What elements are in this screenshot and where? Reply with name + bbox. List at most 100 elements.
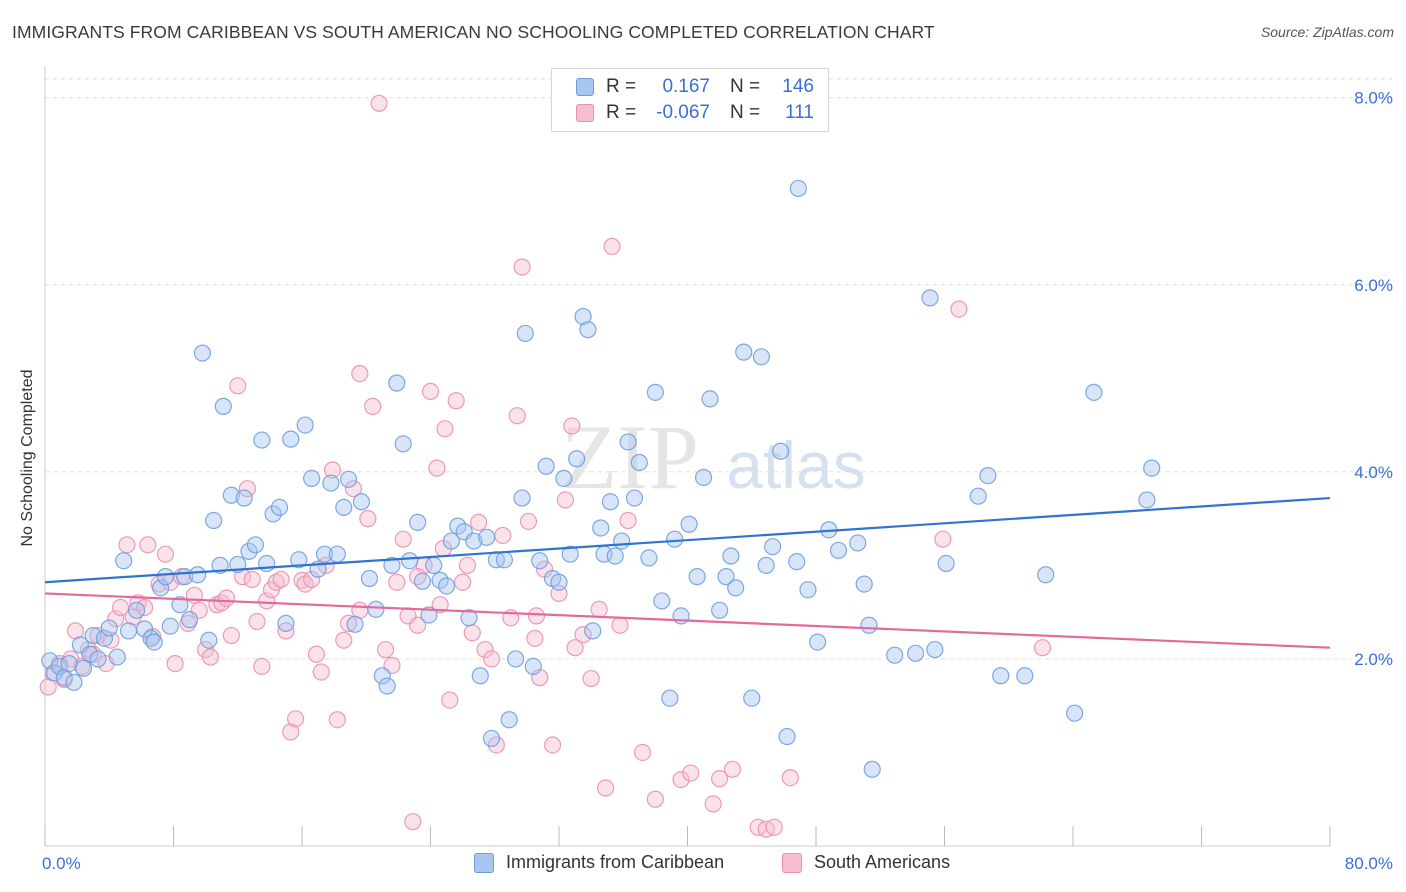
south-american-point (267, 573, 285, 591)
caribbean-point (969, 487, 987, 505)
south-american-point (431, 596, 449, 614)
caribbean-point (743, 689, 761, 707)
caribbean-point (500, 711, 518, 729)
legend-swatch-blue (576, 78, 594, 96)
south-american-point (394, 530, 412, 548)
caribbean-point (863, 760, 881, 778)
caribbean-point (937, 554, 955, 573)
caribbean-point (115, 552, 133, 570)
south-american-point (441, 691, 459, 709)
legend-r-label: R = (606, 102, 637, 123)
caribbean-point (388, 374, 406, 392)
caribbean-point (322, 474, 340, 492)
south-american-point (781, 769, 799, 787)
south-american-point (1033, 639, 1052, 657)
correlation-legend: R = 0.167 N = 146 R = -0.067 N = 111 (551, 68, 829, 132)
caribbean-point (50, 657, 69, 676)
caribbean-point (809, 633, 827, 651)
south-american-point (619, 511, 637, 530)
caribbean-point (413, 572, 432, 590)
caribbean-point (764, 538, 782, 556)
south-american-point (596, 779, 615, 797)
caribbean-point (574, 307, 592, 326)
caribbean-point (240, 542, 258, 560)
caribbean-point (568, 450, 586, 468)
caribbean-point (1085, 383, 1103, 401)
caribbean-point (601, 493, 620, 511)
caribbean-point (507, 650, 525, 668)
caribbean-point (992, 667, 1010, 685)
caribbean-point (156, 568, 175, 586)
south-american-point (566, 639, 584, 657)
south-american-point (344, 480, 362, 498)
series-caribbean (41, 179, 1161, 778)
caribbean-point (906, 644, 925, 662)
legend-n-label: N = (730, 76, 761, 97)
south-american-point (463, 624, 481, 642)
legend-label-south-americans: South Americans (814, 852, 951, 872)
south-american-point (672, 770, 690, 789)
south-american-point (563, 417, 581, 435)
south-american-point (303, 570, 321, 589)
caribbean-point (694, 468, 713, 487)
south-american-point (107, 610, 125, 628)
south-american-point (682, 764, 700, 782)
caribbean-point (246, 536, 265, 554)
south-american-point (494, 526, 512, 545)
caribbean-point (886, 646, 904, 664)
caribbean-point (482, 729, 501, 748)
caribbean-point (367, 600, 385, 618)
south-american-point (238, 480, 256, 498)
caribbean-point (688, 568, 706, 586)
legend-swatch-blue (474, 852, 494, 873)
axes (44, 66, 1331, 847)
south-american-point (454, 573, 472, 591)
south-american-point (323, 461, 342, 479)
south-american-point (582, 669, 600, 688)
legend-r-value: -0.067 (656, 102, 710, 123)
caribbean-point (1138, 491, 1156, 509)
south-american-point (428, 459, 446, 477)
legend-n-label: N = (730, 102, 761, 123)
legend-swatch-pink (576, 104, 594, 122)
caribbean-point (592, 519, 610, 537)
south-american-point (590, 600, 608, 618)
legend-r-label: R = (606, 76, 637, 97)
legend-item-caribbean[interactable]: Immigrants from Caribbean (474, 852, 724, 873)
caribbean-point (401, 552, 419, 570)
caribbean-point (460, 609, 478, 627)
caribbean-point (277, 614, 295, 632)
caribbean-point (84, 626, 102, 645)
caribbean-point (537, 457, 555, 475)
south-american-point (339, 614, 358, 632)
caribbean-point (211, 556, 229, 574)
legend-item-south-americans[interactable]: South Americans (782, 852, 950, 873)
south-american-point (359, 510, 377, 528)
south-american-point (156, 545, 175, 563)
caribbean-point (799, 581, 817, 599)
caribbean-point (921, 289, 939, 307)
caribbean-point (108, 648, 126, 666)
caribbean-point (653, 592, 671, 610)
caribbean-point (478, 528, 496, 546)
caribbean-point (680, 515, 698, 533)
south-american-point (272, 570, 290, 589)
watermark-atlas: atlas (726, 428, 865, 502)
caribbean-point (711, 601, 729, 619)
caribbean-point (640, 549, 658, 567)
south-american-point (513, 258, 531, 276)
caribbean-point (860, 616, 878, 634)
caribbean-point (60, 655, 78, 673)
south-american-point (633, 743, 652, 762)
caribbean-trend-line (44, 496, 1331, 584)
south-american-point (950, 300, 968, 318)
y-tick-label: 4.0% (1354, 463, 1393, 482)
south-american-point (934, 530, 952, 548)
caribbean-point (214, 397, 232, 415)
caribbean-point (235, 489, 253, 507)
south-american-point (201, 648, 220, 666)
caribbean-point (383, 556, 401, 574)
south-american-point (447, 392, 465, 410)
south-american-point (351, 365, 369, 383)
south-american-point (388, 573, 406, 591)
